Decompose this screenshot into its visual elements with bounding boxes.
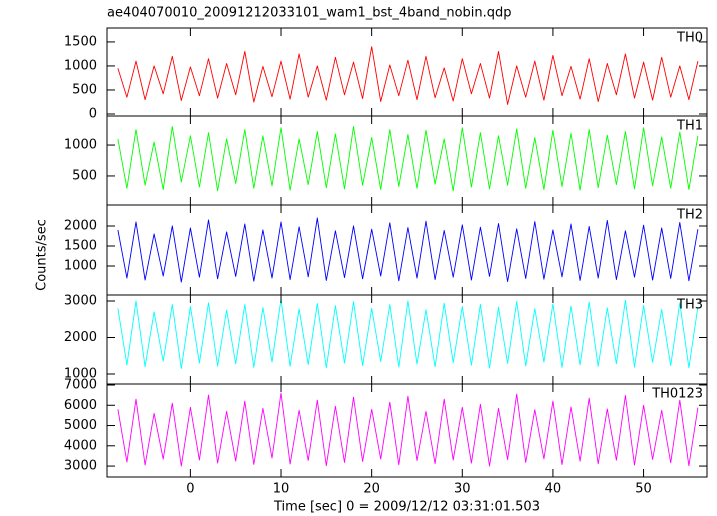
panel-frame	[106, 204, 708, 296]
series-line	[117, 392, 699, 467]
y-tick-label: 7000	[64, 378, 97, 393]
panel-label: TH3	[676, 298, 703, 313]
y-tick-label: 1500	[64, 239, 97, 254]
x-axis-label: Time [sec] 0 = 2009/12/12 03:31:01.503	[273, 500, 540, 515]
panel-label: TH0123	[651, 387, 703, 402]
x-tick-label: 40	[545, 482, 562, 497]
y-tick-label: 3000	[64, 293, 97, 308]
y-tick-label: 1000	[64, 366, 97, 381]
x-tick-label: 10	[273, 482, 290, 497]
y-tick-label: 1000	[64, 259, 97, 274]
y-tick-label: 2000	[64, 219, 97, 234]
y-tick-label: 500	[72, 82, 97, 97]
series-line	[117, 217, 699, 283]
y-tick-label: 3000	[64, 459, 97, 474]
series-line	[117, 126, 699, 192]
y-tick-label: 0	[89, 106, 97, 121]
y-tick-label: 1000	[64, 58, 97, 73]
y-tick-label: 500	[72, 168, 97, 183]
y-tick-label: 5000	[64, 418, 97, 433]
chart-title: ae404070010_20091212033101_wam1_bst_4ban…	[107, 6, 512, 21]
panel-label: TH2	[676, 208, 703, 223]
y-tick-label: 1000	[64, 138, 97, 153]
panel-frame	[106, 115, 708, 206]
y-axis-label: Counts/sec	[35, 219, 50, 291]
panel-label: TH0	[676, 31, 703, 46]
panel-frame	[106, 27, 708, 117]
panel-frame	[106, 383, 708, 478]
y-tick-label: 2000	[64, 330, 97, 345]
x-tick-label: 30	[454, 482, 471, 497]
y-tick-label: 1500	[64, 34, 97, 49]
x-tick-label: 20	[363, 482, 380, 497]
x-tick-label: 0	[186, 482, 194, 497]
y-tick-label: 4000	[64, 438, 97, 453]
series-line	[117, 298, 699, 369]
panel-label: TH1	[676, 119, 703, 134]
x-tick-label: 50	[635, 482, 652, 497]
y-tick-label: 6000	[64, 398, 97, 413]
series-line	[117, 46, 699, 105]
